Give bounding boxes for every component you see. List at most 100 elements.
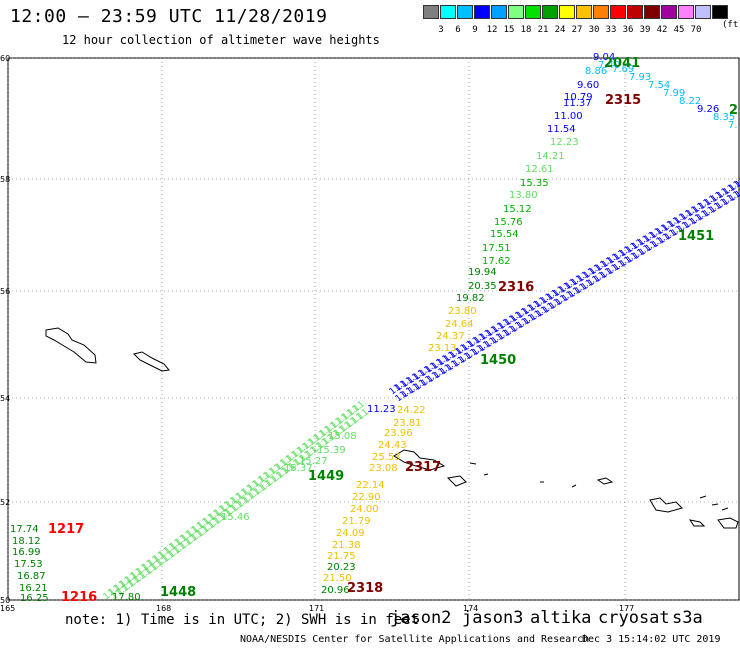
swh-value: 24.00 [350, 504, 379, 515]
swh-value: 20.23 [327, 562, 356, 573]
scale-swatch [491, 5, 507, 19]
scale-swatch [593, 5, 609, 19]
swh-value: 18.12 [12, 536, 41, 547]
longitude-label: 168 [156, 604, 171, 613]
swh-value: 17.51 [482, 243, 511, 254]
swh-value: 9.60 [577, 80, 599, 91]
swh-value: 7.93 [629, 72, 651, 83]
latitude-label: 54 [0, 394, 10, 403]
latitude-label: 58 [0, 175, 10, 184]
swh-value: 19.82 [456, 293, 485, 304]
scale-swatch [627, 5, 643, 19]
page-subtitle: 12 hour collection of altimeter wave hei… [62, 33, 380, 47]
pass-time-label: 1448 [160, 585, 196, 600]
swh-value: 15.08 [328, 431, 357, 442]
swh-value: 11.00 [554, 111, 583, 122]
swh-value: 22.90 [352, 492, 381, 503]
map-frame [7, 57, 740, 601]
scale-swatch [508, 5, 524, 19]
swh-value: 8.86 [585, 66, 607, 77]
scale-label: 3 [438, 25, 444, 35]
swh-value: 20.35 [468, 281, 497, 292]
longitude-label: 165 [0, 604, 15, 613]
swh-value: 15.39 [317, 445, 346, 456]
scale-swatch [576, 5, 592, 19]
swh-value: 23.80 [448, 306, 477, 317]
scale-label: 27 [571, 25, 583, 35]
page-title: 12:00 — 23:59 UTC 11/28/2019 [10, 6, 328, 27]
swh-value: 24.22 [397, 405, 426, 416]
scale-label: 15 [503, 25, 515, 35]
swh-value: 22.14 [356, 480, 385, 491]
scale-label: 6 [455, 25, 461, 35]
latitude-label: 60 [0, 54, 10, 63]
legend-jason3: jason3 [462, 608, 524, 628]
swh-value: 21.75 [327, 551, 356, 562]
scale-label: 18 [520, 25, 532, 35]
coastline [393, 449, 446, 471]
swh-value: 7.99 [663, 88, 685, 99]
scale-swatch [695, 5, 711, 19]
scale-label: 33 [605, 25, 617, 35]
swh-value: 20.96 [321, 585, 350, 596]
scale-swatch [712, 5, 728, 19]
swh-value: 13.80 [509, 190, 538, 201]
pass-time-label: 2316 [498, 280, 534, 295]
scale-label: 12 [486, 25, 498, 35]
swh-value: 21.50 [323, 573, 352, 584]
coastline [649, 497, 683, 513]
scale-swatch [610, 5, 626, 19]
swh-value: 15.27 [299, 456, 328, 467]
swh-value: 9.04 [593, 52, 615, 63]
swh-value: 17.62 [482, 256, 511, 267]
coastline [717, 517, 739, 529]
legend-jason2: jason2 [390, 608, 452, 628]
swh-value: 12.23 [550, 137, 579, 148]
swh-value: 15.76 [494, 217, 523, 228]
swh-value: 15.35 [520, 178, 549, 189]
scale-swatch [542, 5, 558, 19]
pass-time-label: 1216 [61, 590, 97, 605]
swh-value: 10.79 [564, 92, 593, 103]
latitude-label: 52 [0, 498, 10, 507]
swh-labels: 9.047.408.86 7.697.937.547.998.229.268.35… [10, 52, 738, 605]
jason2-track-mark: 11. [734, 174, 740, 191]
longitude-label: 171 [309, 604, 324, 613]
coastlines [45, 327, 739, 529]
scale-swatch [457, 5, 473, 19]
pass-time-label: 1217 [48, 522, 84, 537]
swh-value: 17.53 [14, 559, 43, 570]
legend-s3a: s3a [672, 608, 703, 628]
swh-value: 16.99 [12, 547, 41, 558]
swh-value: 7.54 [648, 80, 670, 91]
swh-value: 23.08 [369, 463, 398, 474]
scale-swatch [423, 5, 439, 19]
satellite-tracks: 11.11.11.11.11.11.11.11.11.11.11.11.11.1… [102, 174, 740, 603]
swh-value: 8.22 [679, 96, 701, 107]
swh-value: 24.43 [378, 440, 407, 451]
swh-value: 15.37 [284, 463, 313, 474]
swh-value: 25.53 [372, 452, 401, 463]
swh-value: 11.23 [367, 404, 396, 415]
swh-value: 11.54 [547, 124, 576, 135]
scale-swatch [559, 5, 575, 19]
scale-label: 21 [537, 25, 549, 35]
footer-note: note: 1) Time is in UTC; 2) SWH is in fe… [65, 612, 420, 628]
pass-time-label: 2041 [604, 56, 640, 71]
swh-value: 7.69 [612, 64, 634, 75]
swh-value: 24.64 [445, 319, 474, 330]
swh-value: 11.37 [563, 98, 592, 109]
swh-value: 14.21 [536, 151, 565, 162]
swh-value: 7.40 [598, 60, 620, 71]
legend-cryosat: cryosat [598, 608, 670, 628]
swh-value: 15.46 [221, 512, 250, 523]
scale-label: 36 [622, 25, 634, 35]
scale-swatch [474, 5, 490, 19]
swh-value: 9.26 [697, 104, 719, 115]
swh-value: 15.12 [503, 204, 532, 215]
swh-value: 21.79 [342, 516, 371, 527]
swh-value: 16.87 [17, 571, 46, 582]
pass-time-label: 1449 [308, 469, 344, 484]
scale-label: 9 [472, 25, 478, 35]
